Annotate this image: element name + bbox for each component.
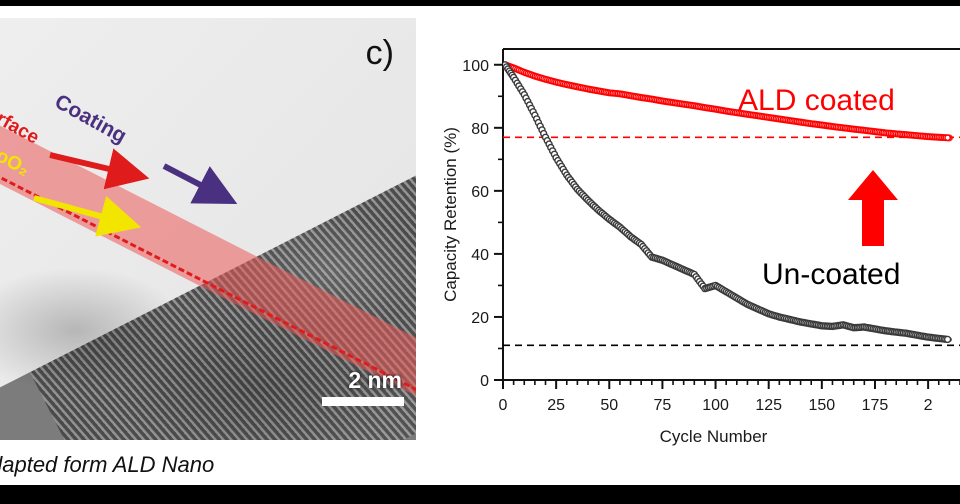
bottom-border-bar bbox=[0, 485, 960, 504]
coating-arrow-icon bbox=[162, 163, 238, 205]
x-tick-label: 50 bbox=[600, 397, 618, 414]
scale-bar-icon bbox=[322, 397, 404, 406]
y-tick-label: 100 bbox=[462, 58, 489, 75]
figure-caption: dapted form ALD Nano bbox=[0, 452, 215, 477]
x-tick-label: 25 bbox=[547, 397, 565, 414]
tem-annotation-arrows bbox=[33, 148, 238, 237]
x-tick-label: 150 bbox=[808, 397, 835, 414]
y-tick-label: 60 bbox=[471, 184, 489, 201]
x-tick-label: 2 bbox=[924, 397, 933, 414]
licoo2-arrow-icon bbox=[33, 195, 142, 237]
x-tick-label: 75 bbox=[654, 397, 672, 414]
ald-coated-series-label: ALD coated bbox=[738, 84, 895, 117]
x-tick-label: 175 bbox=[862, 397, 889, 414]
uncoated-series-label: Un-coated bbox=[762, 258, 901, 291]
panel-letter-label: c) bbox=[365, 34, 394, 72]
x-tick-label: 100 bbox=[702, 397, 729, 414]
chart-svg: 0 20 40 60 80 100 0 25 50 75 100 125 150 175 2 Cycle Nu… bbox=[441, 48, 960, 446]
tem-micrograph-panel: terface iCoO₂ Coating c) 2 nm bbox=[0, 18, 416, 440]
data-point-marker bbox=[944, 134, 951, 142]
y-tick-label: 20 bbox=[471, 310, 489, 327]
interface-arrow-icon bbox=[49, 148, 150, 190]
y-tick-label: 0 bbox=[480, 373, 489, 390]
x-tick-label: 0 bbox=[499, 397, 508, 414]
capacity-retention-chart: 0 20 40 60 80 100 0 25 50 75 100 125 150 175 2 Cycle Nu… bbox=[430, 18, 960, 452]
x-tick-label: 125 bbox=[755, 397, 782, 414]
y-tick-label: 80 bbox=[471, 121, 489, 138]
series-markers-uncoated bbox=[503, 61, 952, 344]
arrow-up-icon bbox=[848, 170, 898, 246]
y-axis-title: Capacity Retention (%) bbox=[441, 127, 460, 302]
data-point-marker bbox=[943, 335, 952, 344]
scale-bar-label: 2 nm bbox=[348, 367, 402, 393]
x-axis-title: Cycle Number bbox=[660, 427, 768, 446]
top-border-bar bbox=[0, 0, 960, 6]
y-tick-label: 40 bbox=[471, 247, 489, 264]
series-markers-ald-coated bbox=[503, 61, 951, 142]
